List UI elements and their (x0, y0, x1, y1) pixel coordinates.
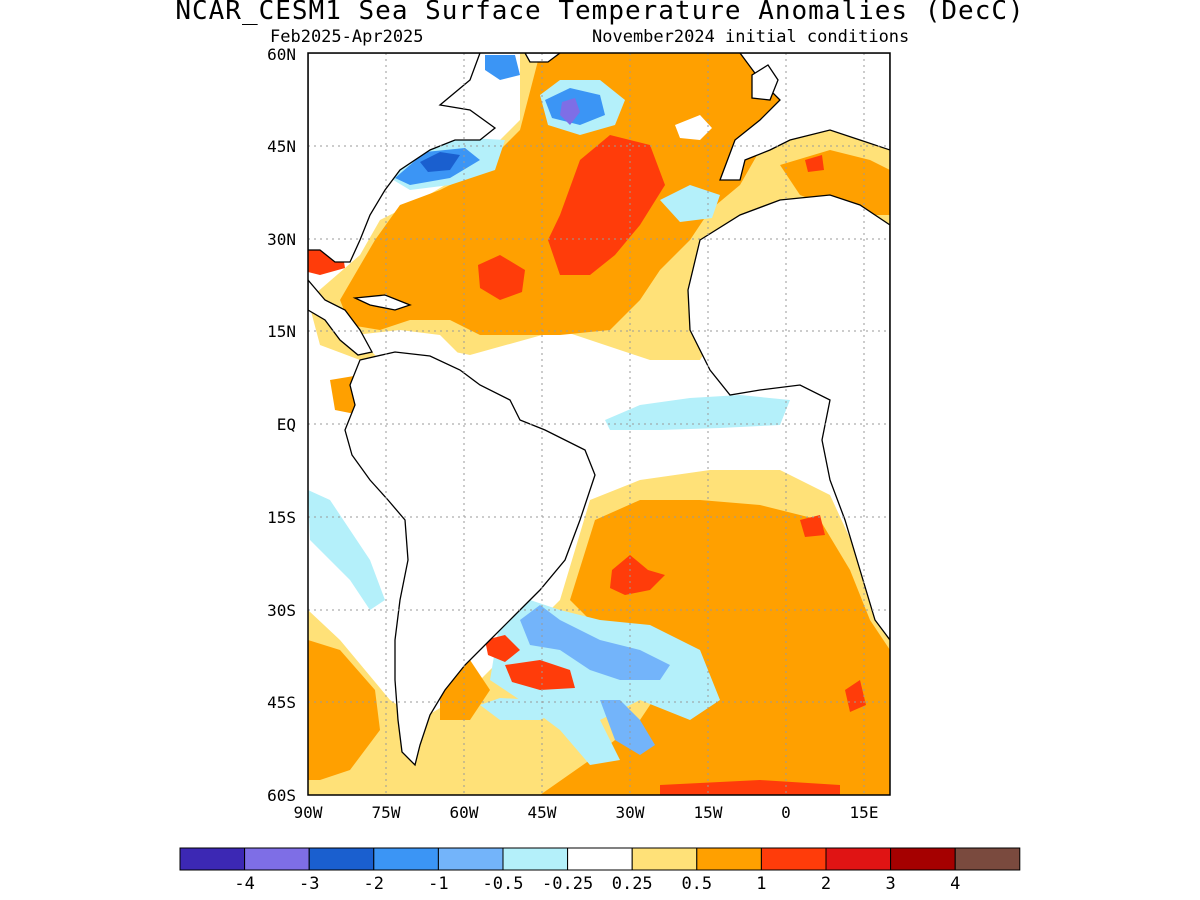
colorbar-label: -4 (234, 874, 254, 894)
latitude-labels: 60N 45N 30N 15N EQ 15S 30S 45S 60S (267, 45, 296, 805)
colorbar-swatch (373, 847, 439, 871)
greenland (524, 53, 562, 63)
colorbar-label: 0.25 (612, 874, 653, 894)
lon-label: 15W (694, 803, 723, 822)
colorbar-swatch (179, 847, 246, 871)
chart-title: NCAR_CESM1 Sea Surface Temperature Anoma… (175, 0, 1025, 26)
south-atlantic-red (610, 555, 665, 595)
sw-atlantic-orange (308, 640, 380, 780)
map-frame (307, 52, 891, 796)
lon-label: 0 (781, 803, 791, 822)
colorbar-swatch (244, 847, 310, 871)
colorbar-swatch (437, 847, 504, 871)
gulf-stream-deepblue (420, 152, 460, 172)
colorbar-swatch (760, 847, 827, 871)
colorbar-label: 4 (950, 874, 960, 894)
lat-label: 30N (267, 230, 296, 249)
colorbar-label: 3 (885, 874, 895, 894)
north-america (308, 53, 497, 263)
colorbar-label: -2 (364, 874, 384, 894)
europe (719, 53, 890, 181)
colorbar-label: 1 (756, 874, 766, 894)
south-america (344, 351, 596, 767)
lon-label: 30W (616, 803, 645, 822)
brazil-malvinas-blue (520, 605, 670, 680)
lat-label: 60N (267, 45, 296, 64)
colorbar-swatch (696, 847, 762, 871)
colorbar-label: -0.25 (542, 874, 593, 894)
south-east-red (845, 680, 866, 712)
south-red-pair-2 (485, 635, 520, 662)
cuba (352, 294, 412, 311)
lon-label: 75W (372, 803, 401, 822)
south-red-pair (505, 660, 575, 690)
angola-red (800, 515, 825, 537)
azores-cool (660, 185, 720, 222)
colorbar-swatch (502, 847, 569, 871)
colorbar-swatch (631, 847, 698, 871)
colorbar-swatch (954, 847, 1021, 871)
labrador-purple (560, 98, 580, 125)
lat-label: 45S (267, 693, 296, 712)
uk-ireland (751, 64, 779, 101)
africa (687, 194, 890, 642)
southern-red-band (660, 780, 840, 795)
lon-label: 15E (850, 803, 879, 822)
initial-conditions: November2024 initial conditions (592, 27, 910, 47)
sub-antarctic-cool (480, 698, 560, 720)
colorbar-swatch (890, 847, 956, 871)
lat-label: 45N (267, 137, 296, 156)
central-america (308, 278, 373, 356)
equatorial-cool (605, 395, 790, 430)
longitude-labels: 90W 75W 60W 45W 30W 15W 0 15E (294, 803, 879, 822)
lon-label: 90W (294, 803, 323, 822)
colorbar-label: -1 (428, 874, 448, 894)
colorbar-label: 0.5 (681, 874, 712, 894)
lat-label: 60S (267, 786, 296, 805)
colorbar-label: 2 (821, 874, 831, 894)
colorbar-label: -3 (299, 874, 319, 894)
colorbar-swatch (825, 847, 892, 871)
ne-atlantic-white (675, 115, 712, 140)
colorbar-swatch (308, 847, 375, 871)
colorbar-swatch (567, 847, 633, 871)
lon-label: 45W (528, 803, 557, 822)
mid-atlantic-red (548, 135, 665, 275)
colorbar-label: -0.5 (483, 874, 524, 894)
lat-label: 30S (267, 601, 296, 620)
forecast-period: Feb2025-Apr2025 (270, 27, 424, 47)
graticule (308, 53, 890, 795)
anomaly-field (308, 53, 890, 795)
lat-label: EQ (277, 415, 296, 434)
subtropical-red-blob (478, 255, 525, 300)
greenland-blue (485, 55, 520, 80)
south-cool-blue2 (600, 700, 655, 755)
west-coast-cool (308, 490, 385, 610)
colorbar: -4 -3 -2 -1 -0.5 -0.25 0.25 0.5 1 2 3 4 (179, 847, 1021, 894)
lat-label: 15S (267, 508, 296, 527)
caribbean-white (355, 330, 460, 360)
lat-label: 15N (267, 322, 296, 341)
europe-red (805, 155, 824, 172)
land (308, 53, 890, 767)
lon-label: 60W (450, 803, 479, 822)
